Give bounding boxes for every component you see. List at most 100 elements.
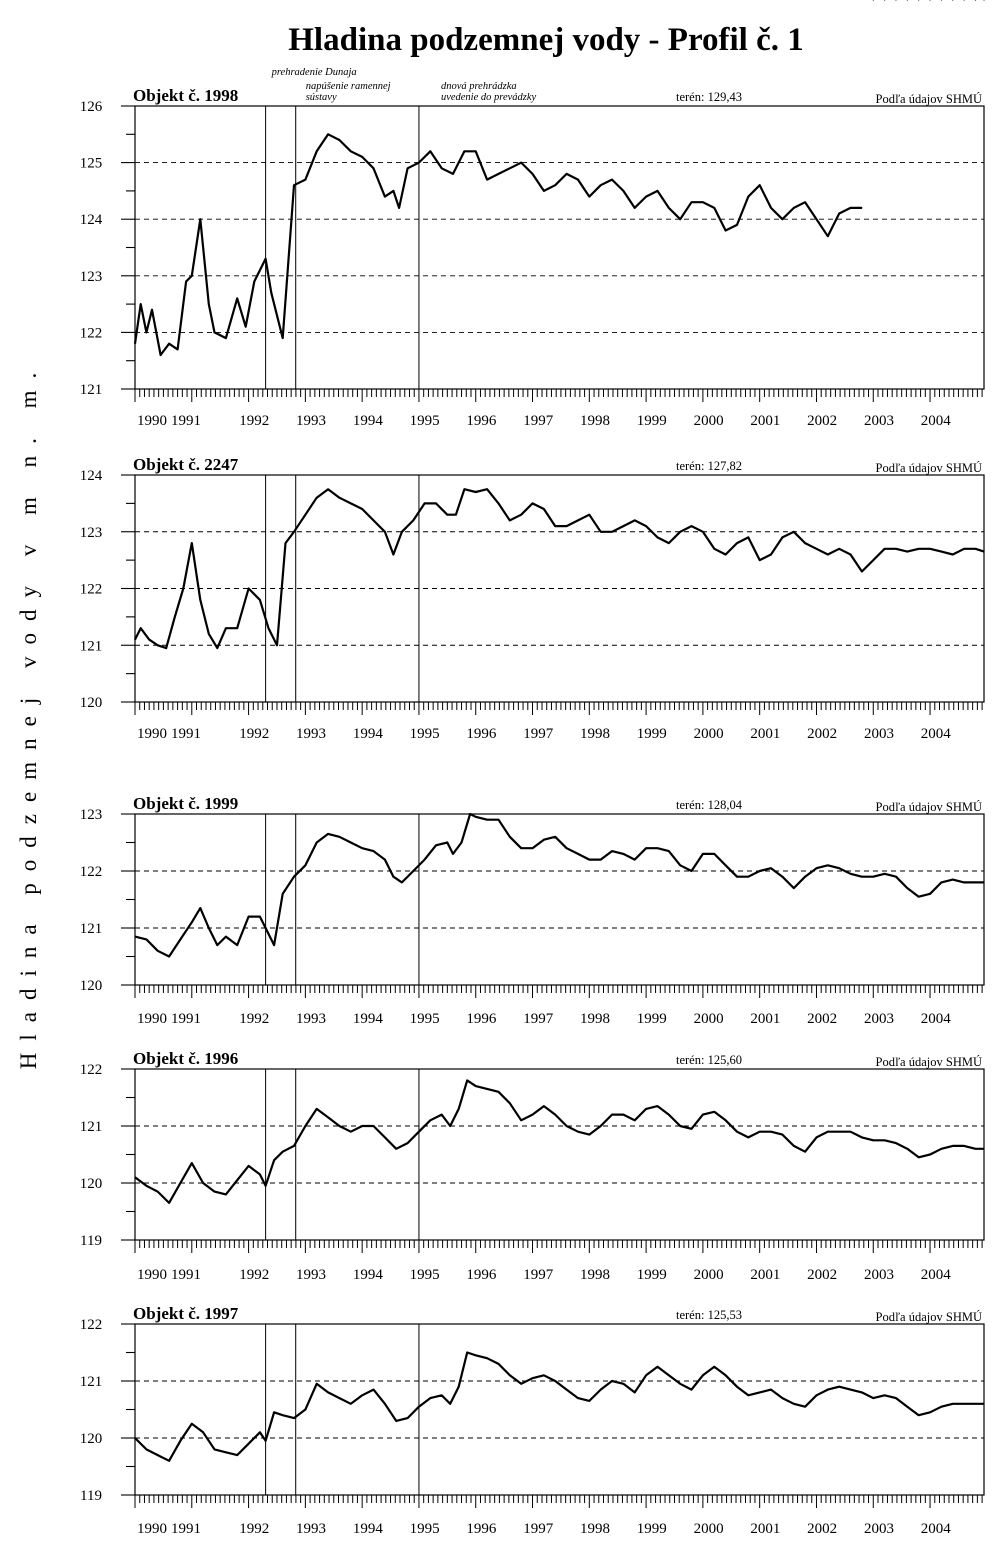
y-tick-label: 119 — [80, 1488, 102, 1504]
data-point — [918, 548, 920, 550]
x-tick-label: 1996 — [466, 1267, 497, 1283]
data-point — [148, 638, 150, 641]
data-point — [486, 819, 488, 821]
x-tick-label: 2001 — [750, 1267, 780, 1283]
data-point — [520, 847, 522, 849]
data-point — [531, 1377, 534, 1379]
y-tick-label: 121 — [80, 921, 103, 937]
data-point — [259, 916, 261, 918]
data-point — [838, 1386, 840, 1388]
data-point — [838, 867, 840, 869]
data-point — [338, 836, 341, 838]
data-point — [392, 190, 394, 192]
source-note: Podľa údajov SHMÚ — [876, 461, 982, 475]
data-point — [759, 1391, 761, 1393]
data-point — [509, 1374, 511, 1376]
data-point — [412, 519, 414, 522]
data-point — [199, 599, 201, 601]
data-point — [611, 850, 613, 852]
data-point — [725, 864, 727, 866]
data-point — [849, 1388, 852, 1391]
x-tick-label: 1990 — [137, 1011, 167, 1027]
data-point — [918, 1414, 920, 1416]
data-point — [199, 218, 201, 220]
data-point — [906, 0, 908, 1]
series-line — [134, 812, 984, 958]
event-annotation: dnová prehrádzka — [441, 81, 517, 92]
data-point — [424, 502, 426, 504]
x-tick-label: 1991 — [171, 1521, 201, 1537]
x-tick-label: 2004 — [921, 726, 952, 742]
chart-panel: 120 121 122 123 1990 1991 1992 1993 1994 1995 1996… — [80, 794, 985, 1027]
plot-frame — [134, 1323, 985, 1496]
data-point — [282, 1151, 284, 1153]
data-point — [759, 1131, 761, 1133]
data-point — [174, 616, 176, 618]
data-point — [350, 1403, 352, 1405]
source-note: Podľa údajov SHMÚ — [876, 1055, 982, 1069]
data-point — [418, 162, 420, 164]
data-point — [554, 184, 556, 186]
data-point — [509, 167, 511, 169]
data-point — [350, 502, 352, 504]
data-point — [316, 1108, 318, 1110]
data-point — [679, 1383, 681, 1385]
data-point — [293, 531, 295, 533]
x-tick-label: 2002 — [807, 1521, 837, 1537]
data-point — [401, 531, 403, 533]
data-point — [952, 0, 954, 1]
data-point — [974, 548, 977, 550]
data-point — [316, 841, 318, 844]
data-point — [895, 0, 897, 1]
data-point — [245, 326, 247, 328]
data-point — [611, 178, 613, 181]
data-point — [690, 525, 693, 527]
plot-frame — [134, 105, 985, 390]
data-point — [151, 309, 153, 311]
x-tick-label: 2002 — [807, 1267, 837, 1283]
data-point — [849, 1131, 852, 1133]
y-tick-label: 122 — [80, 1062, 103, 1078]
data-point — [497, 173, 500, 175]
data-point — [827, 864, 829, 866]
terrain-elevation: terén: 125,53 — [676, 1308, 742, 1322]
data-point — [466, 1351, 468, 1354]
data-point — [145, 331, 147, 333]
data-point — [736, 876, 738, 878]
data-point — [974, 1403, 977, 1405]
data-point — [940, 881, 943, 884]
x-tick-label: 2002 — [807, 413, 837, 429]
data-point — [225, 337, 227, 339]
data-point — [435, 502, 437, 504]
data-point — [384, 531, 386, 533]
y-tick-label: 122 — [80, 1317, 103, 1333]
data-point — [293, 1145, 295, 1147]
x-tick-label: 2000 — [694, 413, 724, 429]
series-line — [133, 133, 862, 357]
data-point — [872, 559, 874, 561]
data-point — [282, 337, 284, 339]
data-point — [225, 935, 227, 938]
x-tick-label: 1996 — [466, 726, 497, 742]
data-point — [208, 303, 210, 305]
data-point — [520, 162, 522, 164]
data-point — [793, 1145, 795, 1147]
y-tick-label: 122 — [80, 582, 103, 598]
data-point — [463, 150, 465, 152]
data-point — [974, 881, 977, 884]
data-point — [168, 1202, 170, 1204]
data-point — [827, 1131, 829, 1133]
y-axis-label: Hladina podzemnej vody v m n. m. — [16, 361, 41, 1070]
data-point — [645, 847, 647, 849]
data-point — [273, 944, 275, 946]
data-point — [872, 1397, 874, 1399]
x-tick-label: 1991 — [171, 1267, 201, 1283]
data-point — [565, 525, 568, 527]
data-point — [293, 876, 295, 878]
data-point — [861, 207, 863, 209]
data-point — [588, 195, 590, 198]
data-point — [293, 184, 295, 186]
chart-panel: 119 120 121 122 1990 1991 1992 1993 1994 1995 1996… — [80, 1304, 985, 1537]
data-point — [974, 1148, 977, 1150]
data-point — [441, 1114, 443, 1116]
